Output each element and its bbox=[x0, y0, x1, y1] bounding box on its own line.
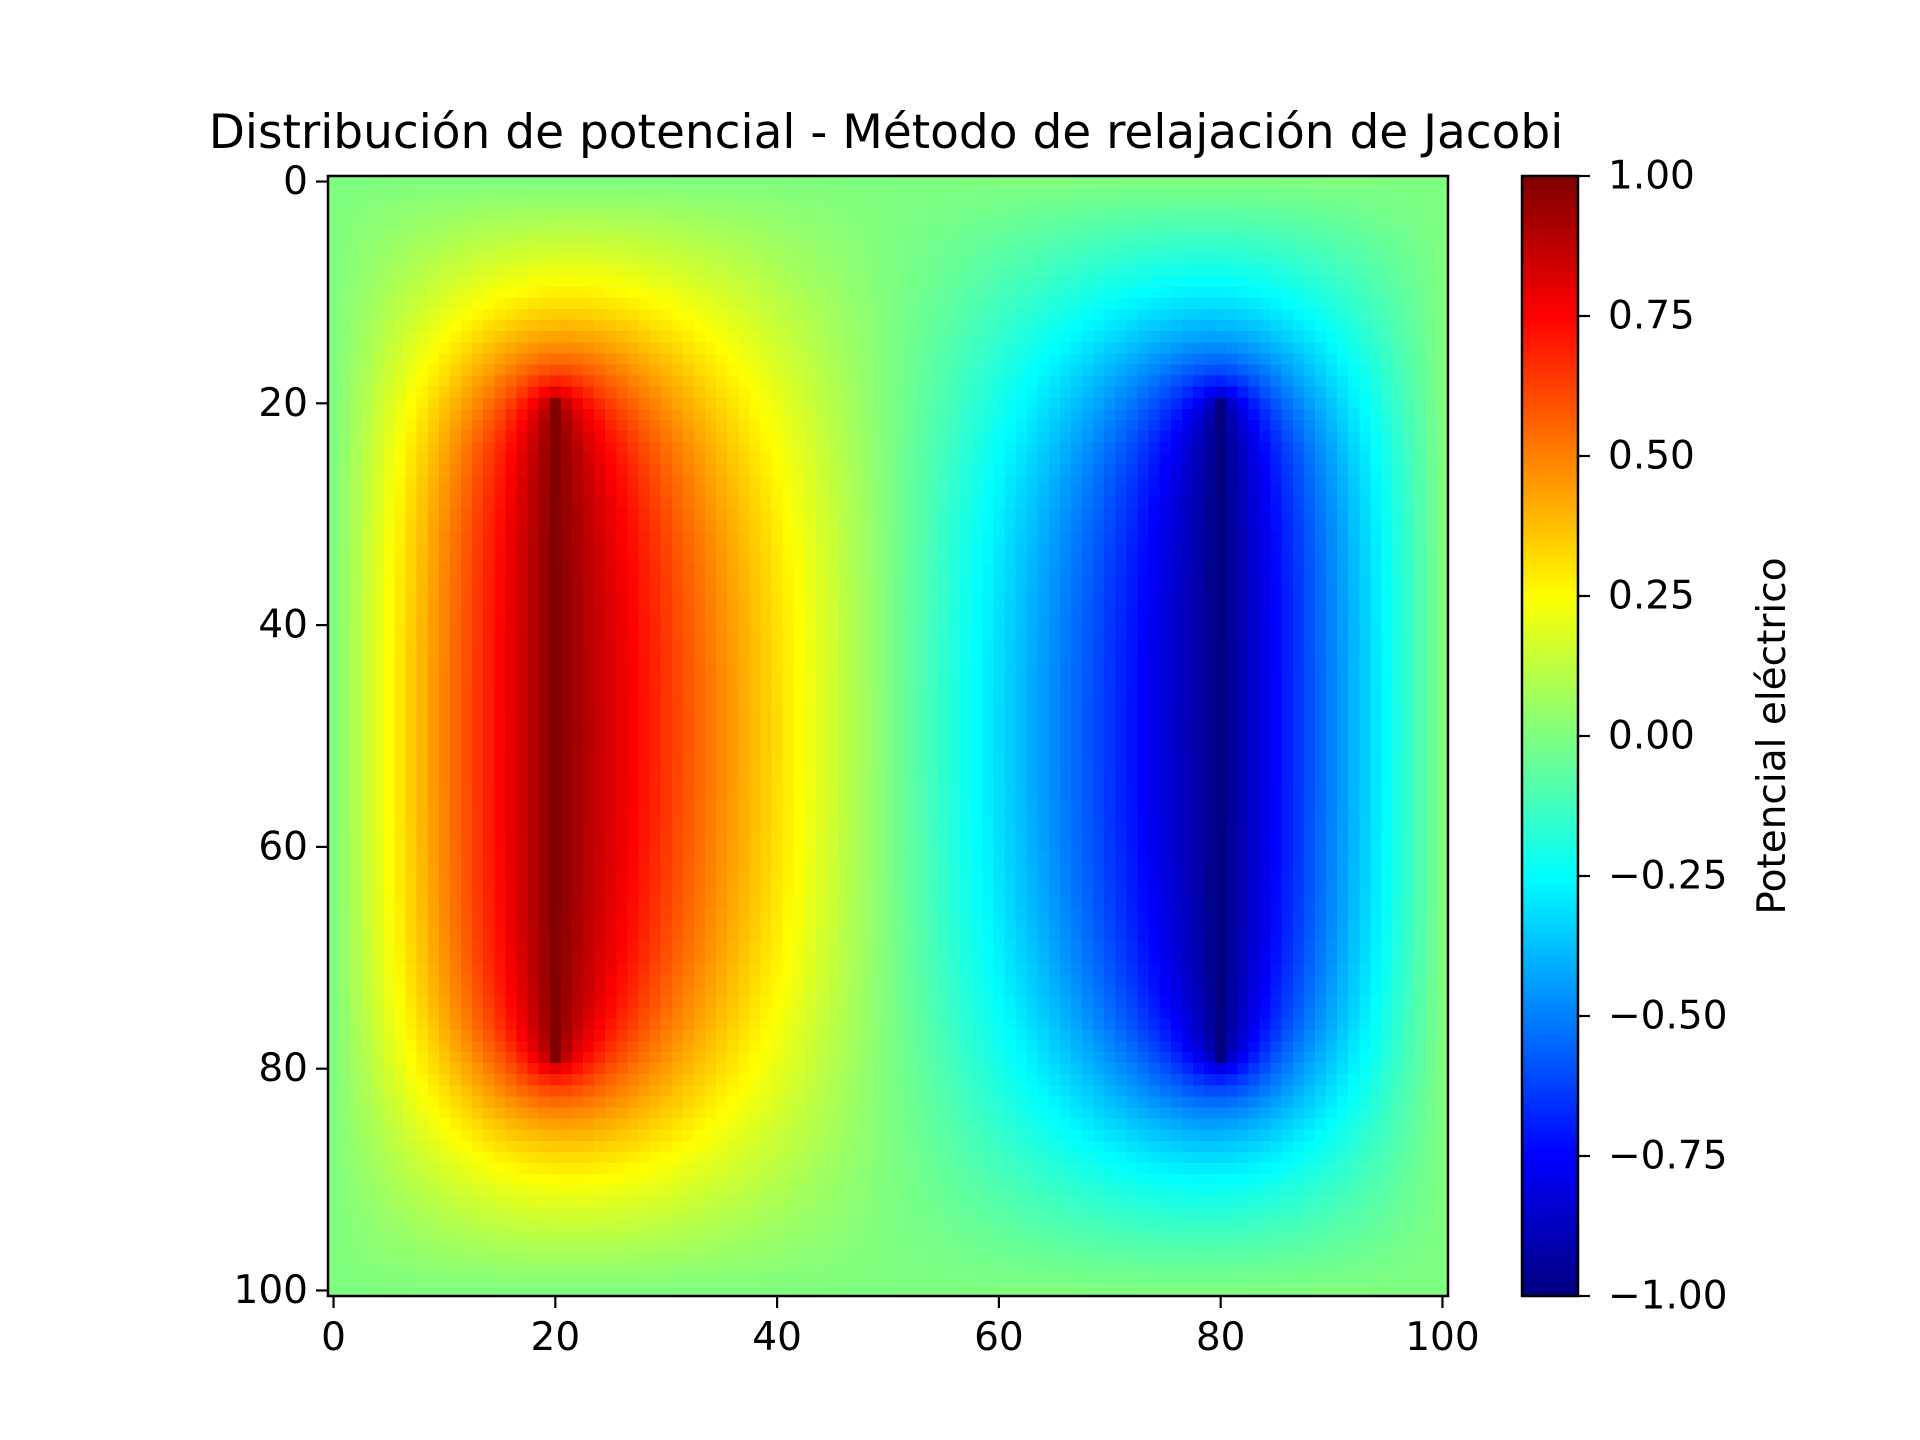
colorbar-ticks: 1.00 0.75 0.50 0.25 0.00 −0.25 −0.50 −0.75 −1.00 bbox=[1578, 154, 1728, 1319]
colorbar-label: Potencial eléctrico bbox=[1750, 557, 1795, 914]
plot-frame bbox=[326, 174, 1450, 1298]
colorbar: 1.00 0.75 0.50 0.25 0.00 −0.25 −0.50 −0.75 −1.00… bbox=[1520, 154, 1795, 1319]
x-tick-label: 60 bbox=[974, 1315, 1024, 1360]
y-tick-label: 100 bbox=[234, 1268, 308, 1313]
heatmap-area bbox=[326, 174, 1450, 1298]
x-tick-label: 40 bbox=[752, 1315, 802, 1360]
colorbar-tick-label: 1.00 bbox=[1608, 154, 1695, 199]
x-tick-label: 100 bbox=[1405, 1315, 1479, 1360]
chart-title: Distribución de potencial - Método de re… bbox=[209, 105, 1564, 160]
colorbar-tick-label: −1.00 bbox=[1608, 1274, 1728, 1319]
x-tick-label: 0 bbox=[321, 1315, 346, 1360]
y-tick-label: 80 bbox=[258, 1046, 308, 1091]
colorbar-tick-label: −0.75 bbox=[1608, 1134, 1728, 1179]
x-tick-label: 80 bbox=[1196, 1315, 1246, 1360]
colorbar-tick-label: −0.50 bbox=[1608, 994, 1728, 1039]
x-axis: 0 20 40 60 80 100 bbox=[321, 1296, 1480, 1360]
y-tick-label: 20 bbox=[258, 381, 308, 426]
y-tick-label: 40 bbox=[258, 603, 308, 648]
y-tick-label: 60 bbox=[258, 824, 308, 869]
colorbar-tick-label: 0.50 bbox=[1608, 434, 1695, 479]
colorbar-tick-label: −0.25 bbox=[1608, 854, 1728, 899]
colorbar-tick-label: 0.75 bbox=[1608, 294, 1695, 339]
x-tick-label: 20 bbox=[531, 1315, 581, 1360]
y-axis: 0 20 40 60 80 100 bbox=[234, 159, 328, 1313]
colorbar-tick-label: 0.25 bbox=[1608, 574, 1695, 619]
colorbar-tick-label: 0.00 bbox=[1608, 714, 1695, 759]
y-tick-label: 0 bbox=[283, 159, 308, 204]
